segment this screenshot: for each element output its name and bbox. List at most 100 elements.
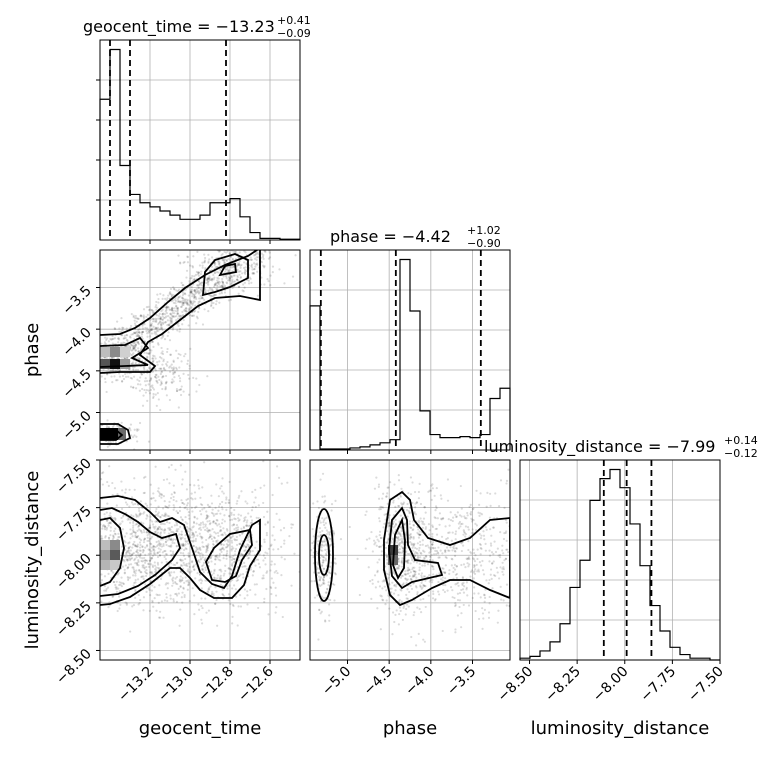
scatter-point	[505, 482, 508, 485]
scatter-point	[238, 251, 241, 254]
scatter-point	[406, 560, 409, 563]
scatter-point	[148, 559, 152, 562]
scatter-point	[472, 518, 475, 522]
scatter-point	[201, 536, 204, 539]
scatter-point	[138, 389, 141, 392]
scatter-point	[175, 307, 178, 310]
scatter-point	[401, 546, 405, 550]
scatter-point	[186, 298, 189, 301]
scatter-point	[181, 299, 184, 302]
scatter-point	[88, 431, 90, 433]
scatter-point	[388, 514, 391, 517]
scatter-point	[199, 509, 202, 513]
scatter-point	[134, 368, 138, 371]
scatter-point	[96, 572, 98, 574]
scatter-point	[219, 487, 222, 490]
scatter-point	[257, 504, 260, 507]
scatter-point	[312, 502, 315, 505]
scatter-point	[169, 292, 172, 296]
scatter-point	[146, 504, 149, 507]
scatter-point	[117, 535, 120, 539]
scatter-point	[132, 603, 136, 607]
scatter-point	[169, 538, 173, 541]
scatter-point	[390, 541, 393, 544]
scatter-point	[229, 298, 233, 301]
scatter-point	[469, 512, 472, 515]
scatter-point	[196, 547, 199, 550]
scatter-point	[104, 589, 108, 592]
scatter-point	[322, 556, 325, 559]
scatter-point	[411, 528, 414, 532]
scatter-point	[147, 563, 150, 566]
scatter-point	[126, 356, 129, 360]
scatter-point	[200, 537, 203, 540]
scatter-point	[157, 601, 160, 604]
scatter-point	[274, 245, 276, 247]
scatter-point	[246, 594, 249, 597]
scatter-point	[401, 503, 404, 506]
scatter-point	[168, 515, 171, 518]
scatter-point	[214, 293, 218, 296]
scatter-point	[159, 528, 162, 531]
scatter-point	[164, 320, 167, 324]
scatter-point	[217, 271, 220, 274]
scatter-point	[254, 593, 257, 596]
title-geocent-time-lower: −0.09	[277, 27, 311, 40]
scatter-point	[182, 372, 185, 375]
scatter-point	[404, 560, 408, 563]
scatter-point	[211, 289, 214, 292]
scatter-point	[461, 588, 465, 591]
scatter-point	[492, 560, 495, 563]
scatter-point	[387, 576, 390, 579]
scatter-point	[145, 388, 148, 392]
scatter-point	[136, 543, 139, 546]
scatter-point	[171, 306, 174, 309]
scatter-point	[116, 609, 119, 613]
scatter-point	[188, 367, 191, 370]
scatter-point	[322, 567, 326, 570]
scatter-point	[185, 540, 188, 543]
scatter-point	[158, 355, 162, 359]
scatter-point	[114, 517, 117, 520]
scatter-point	[512, 500, 514, 502]
scatter-point	[143, 511, 146, 514]
scatter-point	[109, 369, 112, 373]
scatter-point	[532, 576, 534, 578]
scatter-point	[156, 563, 160, 566]
scatter-point	[211, 279, 214, 282]
scatter-point	[193, 309, 197, 312]
scatter-point	[442, 588, 445, 592]
scatter-point	[197, 551, 200, 554]
contour-inner	[100, 517, 125, 587]
scatter-point	[267, 613, 270, 616]
scatter-point	[467, 556, 470, 559]
scatter-point	[137, 350, 140, 353]
scatter-point	[257, 256, 260, 259]
scatter-point	[177, 374, 181, 377]
scatter-point	[265, 587, 268, 591]
scatter-point	[444, 525, 447, 528]
scatter-point	[220, 292, 224, 295]
scatter-point	[182, 318, 185, 322]
scatter-point	[170, 545, 173, 548]
scatter-point	[186, 564, 189, 567]
scatter-point	[149, 377, 153, 380]
scatter-point	[144, 377, 147, 380]
scatter-point	[263, 597, 266, 600]
scatter-point	[195, 322, 198, 325]
scatter-point	[442, 517, 445, 520]
scatter-point	[238, 574, 241, 577]
scatter-point	[262, 577, 265, 580]
scatter-point	[225, 557, 228, 560]
scatter-point	[155, 376, 158, 380]
scatter-point	[225, 275, 228, 278]
scatter-point	[250, 263, 254, 266]
scatter-point	[407, 561, 410, 565]
scatter-point	[400, 560, 403, 563]
scatter-point	[230, 536, 233, 539]
scatter-point	[139, 543, 142, 547]
scatter-point	[230, 266, 233, 269]
scatter-point	[140, 373, 143, 376]
scatter-point	[131, 566, 134, 569]
scatter-point	[445, 546, 449, 549]
